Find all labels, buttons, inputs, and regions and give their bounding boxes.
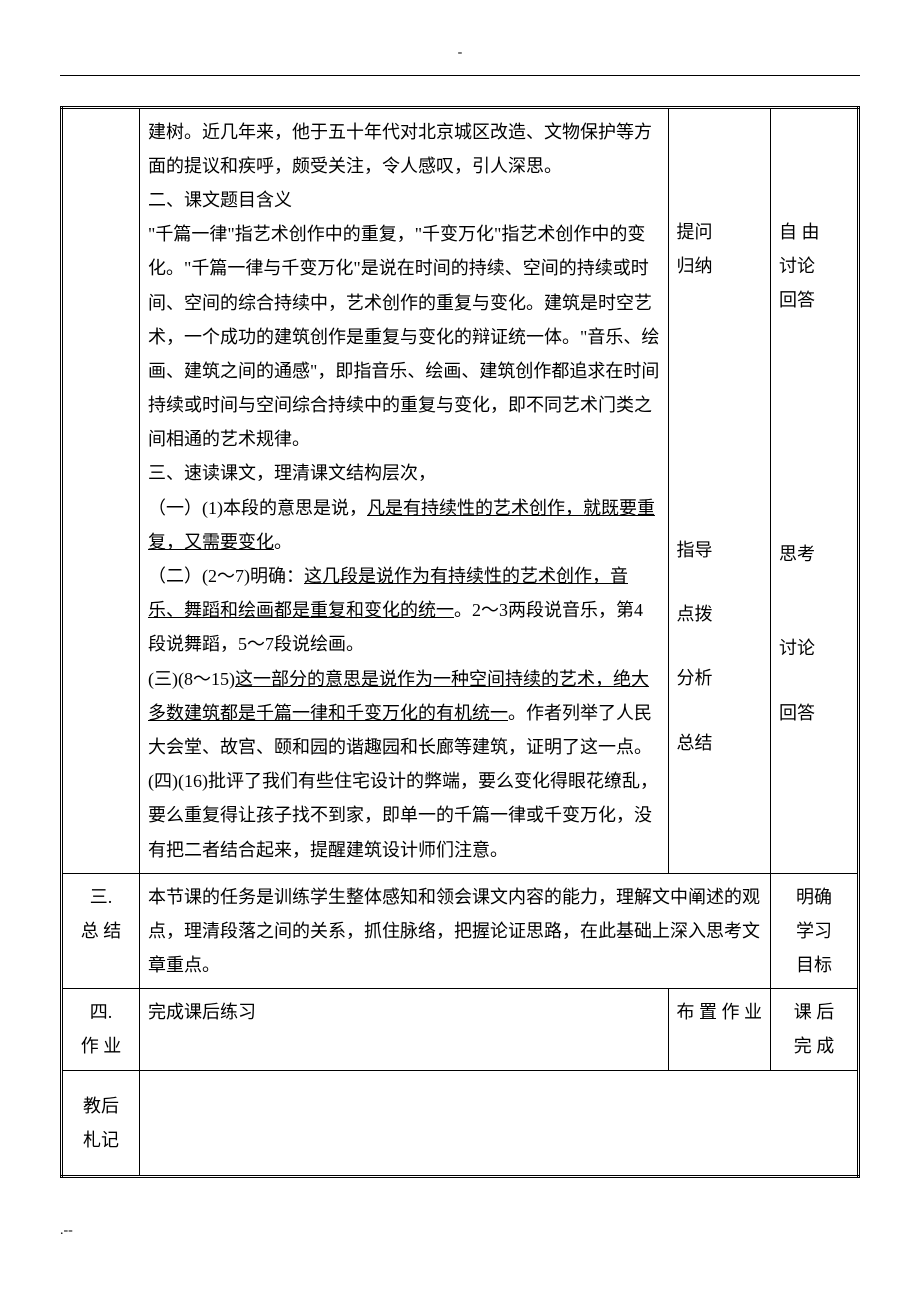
student-note: 讨论 <box>779 631 849 665</box>
student-note: 思考 <box>779 537 849 571</box>
table-row: 教后 札记 <box>62 1070 859 1176</box>
lesson-plan-table: 建树。近几年来，他于五十年代对北京城区改造、文物保护等方面的提议和疾呼，颇受关注… <box>60 106 860 1178</box>
teacher-note: 提问 归纳 <box>677 215 763 283</box>
heading-section-3: 三、速读课文，理清课文结构层次， <box>148 456 660 490</box>
cell-teacher-homework: 布 置 作 业 <box>668 989 771 1070</box>
table-row: 建树。近几年来，他于五十年代对北京城区改造、文物保护等方面的提议和疾呼，颇受关注… <box>62 107 859 873</box>
teacher-note: 点拨 <box>677 597 763 631</box>
table-row: 三. 总 结 本节课的任务是训练学生整体感知和领会课文内容的能力，理解文中阐述的… <box>62 873 859 989</box>
cell-label-homework: 四. 作 业 <box>62 989 140 1070</box>
teacher-note: 指导 <box>677 533 763 567</box>
para-section-2: "千篇一律"指艺术创作中的重复，"千变万化"指艺术创作中的变化。"千篇一律与千变… <box>148 217 660 456</box>
student-note: 自 由 讨论 回答 <box>779 215 849 318</box>
para-outline-2: （二）(2～7)明确：这几段是说作为有持续性的艺术创作，音乐、舞蹈和绘画都是重复… <box>148 559 660 662</box>
teacher-note: 总结 <box>677 726 763 760</box>
cell-student-summary: 明确 学习 目标 <box>771 873 859 989</box>
cell-label-empty <box>62 107 140 873</box>
para-outline-1: （一）(1)本段的意思是说，凡是有持续性的艺术创作，就既要重复，又需要变化。 <box>148 491 660 559</box>
text-pre: （一）(1)本段的意思是说， <box>148 498 367 518</box>
text-post: 。 <box>274 532 292 552</box>
cell-body-main: 建树。近几年来，他于五十年代对北京城区改造、文物保护等方面的提议和疾呼，颇受关注… <box>140 107 669 873</box>
header-dash: - <box>60 40 860 67</box>
cell-student-actions: 自 由 讨论 回答 思考 讨论 回答 <box>771 107 859 873</box>
header-rule <box>60 75 860 76</box>
cell-label-summary: 三. 总 结 <box>62 873 140 989</box>
footer-dash: .-- <box>60 1218 860 1245</box>
para-intro: 建树。近几年来，他于五十年代对北京城区改造、文物保护等方面的提议和疾呼，颇受关注… <box>148 115 660 183</box>
text-pre: (三)(8～15) <box>148 669 235 689</box>
cell-body-homework: 完成课后练习 <box>140 989 669 1070</box>
heading-section-2: 二、课文题目含义 <box>148 183 660 217</box>
cell-label-notes: 教后 札记 <box>62 1070 140 1176</box>
para-outline-4: (四)(16)批评了我们有些住宅设计的弊端，要么变化得眼花缭乱，要么重复得让孩子… <box>148 764 660 867</box>
cell-body-notes <box>140 1070 859 1176</box>
cell-teacher-actions: 提问 归纳 指导 点拨 分析 总结 <box>668 107 771 873</box>
text-pre: （二）(2～7)明确： <box>148 566 304 586</box>
student-note: 回答 <box>779 696 849 730</box>
cell-body-summary: 本节课的任务是训练学生整体感知和领会课文内容的能力，理解文中阐述的观点，理清段落… <box>140 873 771 989</box>
teacher-note: 分析 <box>677 661 763 695</box>
table-row: 四. 作 业 完成课后练习 布 置 作 业 课 后 完 成 <box>62 989 859 1070</box>
para-outline-3: (三)(8～15)这一部分的意思是说作为一种空间持续的艺术，绝大多数建筑都是千篇… <box>148 662 660 765</box>
cell-student-homework: 课 后 完 成 <box>771 989 859 1070</box>
